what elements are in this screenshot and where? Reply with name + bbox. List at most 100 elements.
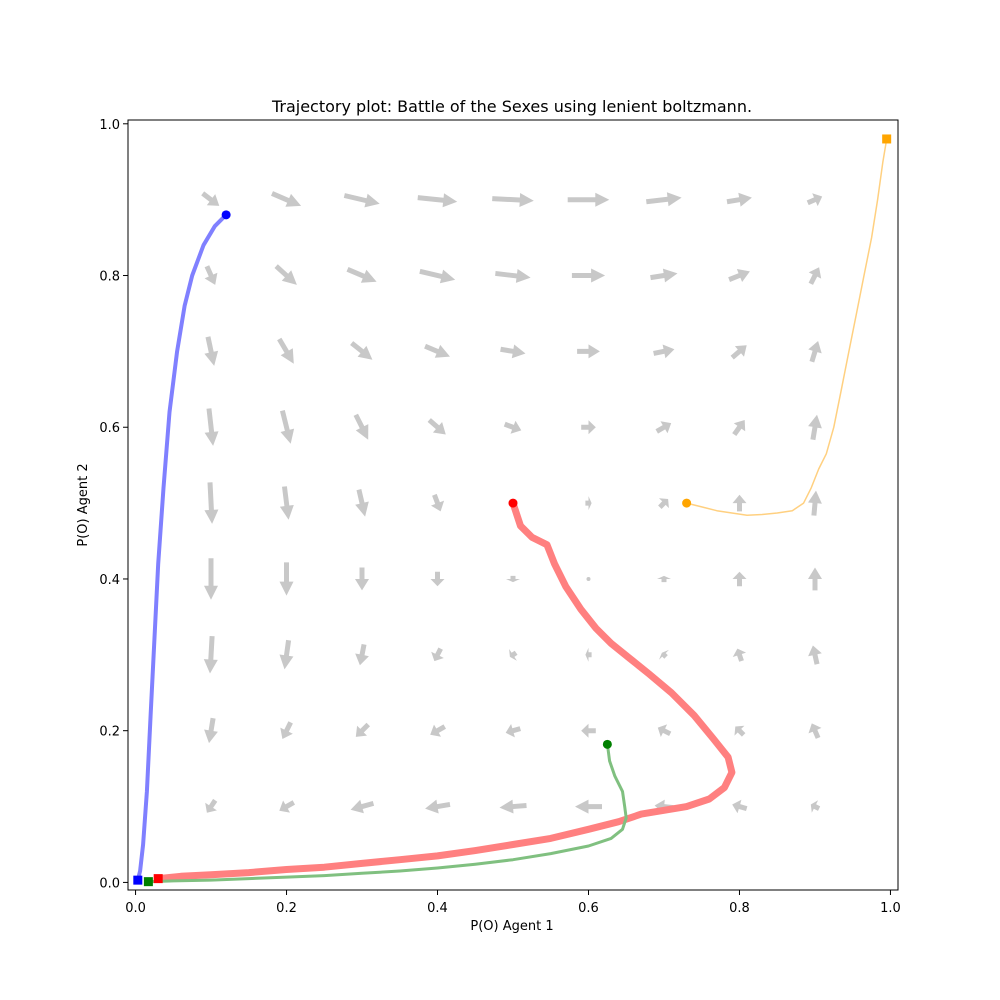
field-arrow <box>355 722 370 737</box>
field-arrow <box>355 567 369 591</box>
field-arrow <box>732 571 747 587</box>
field-arrow <box>585 496 592 511</box>
y-axis-ticks: 0.0 0.2 0.4 0.6 0.8 1.0 <box>99 118 128 891</box>
field-arrow <box>586 576 591 581</box>
x-tick-label: 0.6 <box>578 901 599 916</box>
field-arrow <box>350 341 373 360</box>
x-tick-label: 0.4 <box>427 901 448 916</box>
field-arrow <box>431 647 444 662</box>
trajectory-line-2 <box>146 742 628 884</box>
field-arrow <box>650 268 678 283</box>
field-arrow <box>581 723 596 738</box>
field-arrow <box>734 725 746 737</box>
field-arrow <box>728 269 750 282</box>
field-arrow <box>577 344 600 359</box>
field-arrow <box>204 482 219 524</box>
field-arrow <box>280 721 293 739</box>
field-arrow <box>427 418 446 435</box>
field-arrow <box>431 493 445 512</box>
y-tick-label: 0.2 <box>99 725 120 740</box>
chart-title: Trajectory plot: Battle of the Sexes usi… <box>271 97 752 116</box>
field-arrow <box>806 193 823 207</box>
field-arrow <box>430 724 446 737</box>
trajectory-end-marker <box>143 877 153 887</box>
field-arrow <box>279 800 295 813</box>
field-arrow <box>810 800 821 813</box>
y-axis-label: P(O) Agent 2 <box>76 463 91 546</box>
field-arrow <box>346 267 377 283</box>
field-arrow <box>808 645 822 665</box>
field-arrow <box>492 193 534 207</box>
y-tick-label: 0.8 <box>99 270 120 285</box>
trajectory-end-marker <box>882 134 892 144</box>
field-arrow <box>506 575 520 583</box>
plot-frame <box>127 119 899 891</box>
x-axis-label: P(O) Agent 1 <box>470 919 553 934</box>
field-arrow <box>425 799 451 814</box>
field-arrow <box>279 486 294 520</box>
y-tick-label: 0.4 <box>99 573 120 588</box>
x-axis-ticks: 0.0 0.2 0.4 0.6 0.8 1.0 <box>125 890 901 916</box>
field-arrow <box>659 649 669 660</box>
plot-area <box>133 134 892 887</box>
field-arrow <box>204 717 218 744</box>
trajectory-line-1 <box>154 499 736 883</box>
field-arrow <box>567 192 610 207</box>
field-arrow <box>503 420 522 434</box>
field-arrow <box>495 269 531 283</box>
field-arrow <box>271 191 302 207</box>
trajectory-start-marker <box>508 498 518 508</box>
field-arrow <box>419 268 456 284</box>
field-arrow <box>350 799 375 814</box>
trajectory-start-marker <box>602 739 612 749</box>
field-arrow <box>204 558 218 600</box>
y-tick-label: 0.0 <box>99 876 120 891</box>
field-arrow <box>499 799 527 814</box>
field-arrow <box>279 562 294 596</box>
field-arrow <box>655 421 672 434</box>
x-tick-label: 0.2 <box>276 901 297 916</box>
field-arrow <box>658 498 669 509</box>
trajectory-start-marker <box>221 210 231 220</box>
field-arrow <box>732 648 747 662</box>
field-arrow <box>355 489 369 517</box>
field-arrow <box>732 420 746 436</box>
field-arrow <box>808 414 822 441</box>
x-tick-label: 1.0 <box>880 901 901 916</box>
field-arrow <box>808 567 822 591</box>
field-arrow <box>657 575 671 583</box>
field-arrow <box>279 639 294 670</box>
field-arrow <box>201 191 220 206</box>
field-arrow <box>424 343 450 358</box>
field-arrow <box>575 799 602 814</box>
field-arrow <box>730 345 747 360</box>
field-arrow <box>203 636 218 674</box>
field-arrow <box>732 799 748 814</box>
y-tick-label: 1.0 <box>99 118 120 133</box>
field-arrow <box>808 341 822 363</box>
field-arrow <box>509 649 518 661</box>
trajectory-line-0 <box>135 212 229 883</box>
field-arrow <box>571 268 606 283</box>
x-tick-label: 0.8 <box>729 901 750 916</box>
field-arrow <box>500 344 526 359</box>
field-arrow <box>505 724 521 738</box>
trajectory-end-marker <box>133 875 143 885</box>
field-arrow <box>204 336 219 366</box>
field-arrow <box>204 408 219 446</box>
trajectory-end-marker <box>153 874 163 884</box>
field-arrow <box>277 337 294 364</box>
field-arrow <box>653 344 675 359</box>
field-arrow <box>417 193 458 208</box>
field-arrow <box>280 410 295 444</box>
field-arrow <box>581 420 596 435</box>
field-arrow <box>274 264 297 285</box>
field-arrow <box>732 494 747 512</box>
trajectory-line-3 <box>685 138 888 516</box>
field-arrow <box>355 644 369 666</box>
y-tick-label: 0.6 <box>99 421 120 436</box>
field-arrow <box>343 193 380 208</box>
field-arrow <box>808 490 822 516</box>
x-tick-label: 0.0 <box>125 901 146 916</box>
